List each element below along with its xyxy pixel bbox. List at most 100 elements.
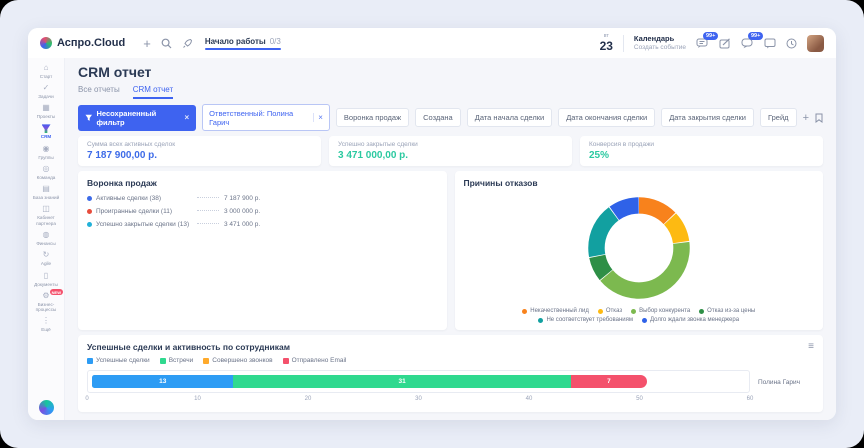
- app-window: Аспро.Cloud + Начало работы 0/3 вт 23 Ка…: [28, 28, 836, 420]
- stacked-bar-chart: 13 31 7 0 10 20 30 40 50 60: [85, 370, 753, 405]
- user-avatar[interactable]: [807, 34, 824, 52]
- chart-menu-icon[interactable]: ≡: [808, 341, 814, 352]
- filter-button[interactable]: Дата окончания сделки: [558, 108, 656, 127]
- legend-square: [282, 357, 289, 364]
- donut-legend-item: Не соответствует требованиям: [538, 317, 633, 323]
- onboarding-bar: [204, 47, 281, 50]
- logo-icon: [40, 37, 52, 49]
- sidebar-item-crm[interactable]: CRM: [28, 122, 64, 142]
- funnel-legend-item: Активные сделки (38) 7 187 900 р.: [87, 195, 438, 202]
- ещё-icon: ⋮: [42, 316, 50, 326]
- calendar-widget[interactable]: Календарь Создать событие: [634, 34, 686, 52]
- report-tabs: Все отчеты CRM отчет: [78, 85, 823, 99]
- activity-panel-title: Успешные сделки и активность по сотрудни…: [87, 342, 291, 352]
- axis-tick: 50: [636, 396, 643, 402]
- sidebar-item-кабинет-партнера[interactable]: ◫ Кабинет партнера: [28, 203, 64, 229]
- filter-button[interactable]: Грейд: [760, 108, 797, 127]
- onboarding-progress[interactable]: Начало работы 0/3: [204, 37, 281, 50]
- финансы-icon: ◍: [42, 230, 50, 240]
- remove-responsible-icon[interactable]: ×: [313, 113, 323, 122]
- unsaved-filter-chip[interactable]: Несохраненный фильтр ×: [78, 104, 197, 131]
- filter-button[interactable]: Дата закрытия сделки: [661, 108, 754, 127]
- kpi-cards: Сумма всех активных сделок 7 187 900,00 р…: [78, 136, 823, 166]
- add-filter-icon[interactable]: +: [802, 111, 809, 124]
- legend-dot: [538, 317, 544, 323]
- bar-segment-встречи[interactable]: 31: [233, 375, 571, 388]
- sidebar-item-проекты[interactable]: ▦ Проекты: [28, 102, 64, 122]
- donut-segment-0[interactable]: [588, 197, 690, 299]
- sidebar-item-ещ-[interactable]: ⋮ Ещё: [28, 315, 64, 335]
- tab-все-отчеты[interactable]: Все отчеты: [78, 85, 120, 94]
- compose-icon[interactable]: [719, 37, 731, 49]
- messenger-icon[interactable]: 99+: [741, 31, 764, 49]
- donut-legend-label: Отказ из-за цены: [707, 308, 756, 314]
- bar-legend-label: Отправлено Email: [291, 357, 347, 364]
- sidebar-item-группы[interactable]: ◉ Группы: [28, 142, 64, 162]
- sidebar-item-бизнес-процессы[interactable]: ⚙ Бизнес-процессы NEW: [28, 289, 64, 315]
- legend-dot: [641, 317, 647, 323]
- responsible-filter-chip[interactable]: Ответственный: Полина Гарич ×: [202, 104, 330, 131]
- donut-legend-item: Отказ: [597, 308, 623, 314]
- sidebar-item-agile[interactable]: ↻ Agile: [28, 249, 64, 269]
- legend-square: [159, 357, 166, 364]
- sidebar-nav: ⌂ Старт ✓ Задачи ▦ Проекты CRM ◉ Группы ◎ Команда ▤…: [28, 58, 65, 420]
- проекты-icon: ▦: [42, 103, 50, 113]
- sidebar-item-label: Бизнес-процессы: [35, 301, 57, 313]
- axis-tick: 30: [415, 396, 422, 402]
- donut-legend-label: Выбор конкурента: [639, 308, 691, 314]
- старт-icon: ⌂: [43, 62, 49, 72]
- filter-button[interactable]: Дата начала сделки: [466, 108, 553, 127]
- funnel-legend-value: 3 471 000 р.: [224, 221, 261, 228]
- sidebar-item-label: Финансы: [36, 241, 56, 247]
- legend-dot: [87, 222, 92, 227]
- legend-dot: [597, 308, 603, 314]
- filter-button[interactable]: Воронка продаж: [335, 108, 410, 127]
- kpi-card: Сумма всех активных сделок 7 187 900,00 р…: [78, 136, 321, 166]
- axis-tick: 60: [746, 396, 754, 402]
- remove-filter-icon[interactable]: ×: [184, 113, 190, 122]
- bar-segment-отправлено-email[interactable]: 7: [570, 375, 648, 388]
- sidebar-item-база-знаний[interactable]: ▤ База знаний: [28, 183, 64, 203]
- calendar-subtitle: Создать событие: [633, 43, 686, 51]
- filter-button[interactable]: Создана: [415, 108, 461, 127]
- divider: [622, 34, 624, 52]
- sidebar-item-label: Команда: [36, 174, 56, 180]
- donut-legend-item: Некачественный лид: [522, 308, 589, 314]
- sidebar-item-label: CRM: [40, 134, 52, 140]
- logo[interactable]: Аспро.Cloud: [40, 37, 125, 49]
- page-title: CRM отчет: [78, 64, 152, 80]
- sidebar-item-старт[interactable]: ⌂ Старт: [28, 61, 64, 81]
- funnel-legend-head: Активные сделки (38): [87, 195, 197, 202]
- bookmark-icon[interactable]: [815, 113, 823, 123]
- support-chat-icon[interactable]: [38, 400, 54, 415]
- search-icon[interactable]: [161, 38, 172, 49]
- sidebar-item-label: Документы: [34, 281, 58, 287]
- create-icon[interactable]: +: [143, 35, 151, 51]
- donut-segment-2[interactable]: [588, 197, 690, 299]
- donut-legend-label: Отказ: [605, 308, 623, 314]
- axis-tick: 10: [194, 396, 201, 402]
- rocket-icon: [182, 38, 193, 49]
- sidebar-item-команда[interactable]: ◎ Команда: [28, 162, 64, 182]
- bar-segment-успешные-сделки[interactable]: 13: [92, 375, 234, 388]
- kpi-value: 3 471 000,00 р.: [338, 150, 409, 161]
- top-bar: Аспро.Cloud + Начало работы 0/3 вт 23 Ка…: [28, 28, 836, 58]
- axis-tick: 20: [304, 396, 312, 402]
- kpi-card: Конверсия в продажи 25%: [580, 136, 823, 166]
- leader-dots: [197, 223, 219, 224]
- funnel-legend-item: Успешно закрытые сделки (13) 3 471 000 р.: [87, 221, 438, 228]
- donut-legend-item: Отказ из-за цены: [699, 308, 755, 314]
- history-clock-icon[interactable]: [786, 38, 797, 49]
- comments-icon[interactable]: [764, 38, 776, 49]
- tab-crm-отчет[interactable]: CRM отчет: [132, 85, 174, 99]
- donut-segment-4[interactable]: [588, 197, 690, 299]
- date-widget[interactable]: вт 23: [600, 34, 613, 52]
- legend-dot: [87, 196, 92, 201]
- sidebar-item-документы[interactable]: ▯ Документы: [28, 269, 64, 289]
- donut-legend-label: Некачественный лид: [530, 308, 589, 314]
- funnel-legend-label: Успешно закрытые сделки (13): [96, 221, 190, 228]
- team-chat-icon[interactable]: 99+: [696, 31, 719, 49]
- sidebar-item-задачи[interactable]: ✓ Задачи: [28, 81, 64, 101]
- funnel-legend-value: 7 187 900 р.: [224, 195, 261, 202]
- sidebar-item-финансы[interactable]: ◍ Финансы: [28, 229, 64, 249]
